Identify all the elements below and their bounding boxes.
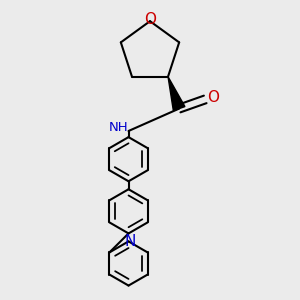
- Text: N: N: [124, 234, 136, 249]
- Text: O: O: [144, 12, 156, 27]
- Text: O: O: [207, 90, 219, 105]
- Text: NH: NH: [109, 121, 128, 134]
- Polygon shape: [168, 77, 185, 111]
